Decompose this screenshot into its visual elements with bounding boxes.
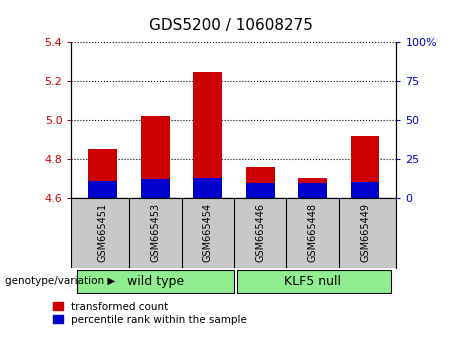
Bar [141,116,170,198]
Text: GSM665453: GSM665453 [150,203,160,263]
Bar [298,183,327,198]
Text: GSM665451: GSM665451 [98,203,108,263]
Bar [141,179,170,198]
Text: wild type: wild type [127,275,184,287]
Text: GSM665448: GSM665448 [307,204,318,262]
Bar [89,149,117,198]
Bar [246,166,275,198]
FancyBboxPatch shape [77,270,234,292]
Text: GDS5200 / 10608275: GDS5200 / 10608275 [148,18,313,33]
Bar [193,72,222,198]
Bar [351,136,379,198]
Legend: transformed count, percentile rank within the sample: transformed count, percentile rank withi… [48,297,251,329]
Bar [193,178,222,198]
Text: GSM665449: GSM665449 [360,204,370,262]
Bar [351,182,379,198]
Bar [246,183,275,198]
Text: genotype/variation ▶: genotype/variation ▶ [5,276,115,286]
Bar [298,178,327,198]
Text: GSM665446: GSM665446 [255,204,265,262]
Text: GSM665454: GSM665454 [203,203,213,263]
Bar [89,181,117,198]
FancyBboxPatch shape [236,270,391,292]
Text: KLF5 null: KLF5 null [284,275,341,287]
